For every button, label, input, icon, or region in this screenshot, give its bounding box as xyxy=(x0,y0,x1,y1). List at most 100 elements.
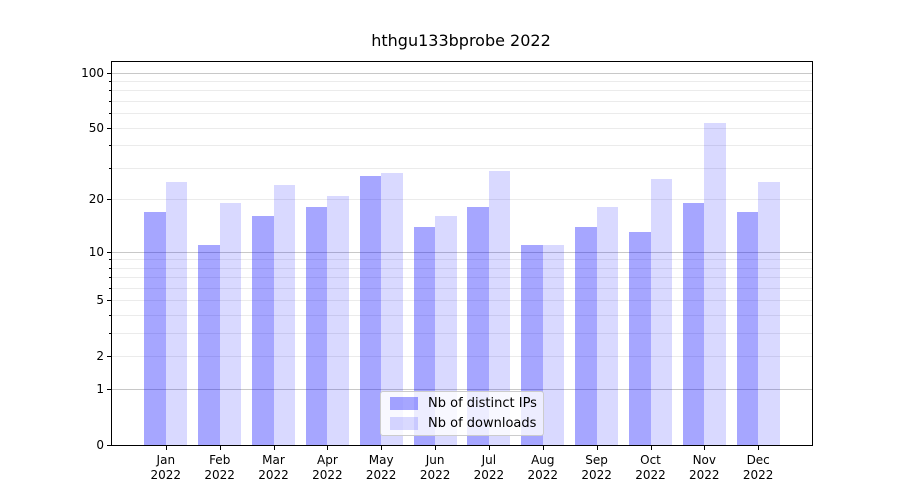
legend-swatch-downloads xyxy=(390,417,418,430)
bar-distinct-ips-jan xyxy=(144,211,166,445)
gridline-7 xyxy=(112,277,812,279)
gridline-3 xyxy=(112,333,812,335)
y-tick-label-10: 10 xyxy=(88,244,104,259)
gridline-6 xyxy=(112,288,812,289)
y-tick-label-2: 2 xyxy=(96,349,104,364)
bar-downloads-sep xyxy=(596,207,619,445)
y-tick-label-0: 0 xyxy=(96,438,104,452)
y-tick-label-20: 20 xyxy=(88,192,104,207)
bar-distinct-ips-may xyxy=(359,176,382,445)
y-tick-2 xyxy=(107,356,112,358)
legend-label-distinct-ips: Nb of distinct IPs xyxy=(428,396,537,411)
x-tick-nov xyxy=(704,446,706,450)
y-minor-tick-40 xyxy=(109,145,112,147)
y-tick-1 xyxy=(107,389,112,391)
x-tick-label-sep: Sep 2022 xyxy=(581,453,612,482)
x-tick-aug xyxy=(542,446,544,450)
x-tick-label-apr: Apr 2022 xyxy=(312,453,343,482)
gridline-30 xyxy=(112,167,812,169)
y-minor-tick-7 xyxy=(109,277,112,279)
y-tick-50 xyxy=(107,127,112,129)
bar-downloads-apr xyxy=(327,195,349,445)
gridline-60 xyxy=(112,113,812,115)
y-tick-5 xyxy=(107,300,112,302)
x-tick-label-jul: Jul 2022 xyxy=(473,453,505,482)
bar-distinct-ips-nov xyxy=(682,203,705,445)
legend-item-distinct-ips: Nb of distinct IPs xyxy=(381,394,543,413)
bar-distinct-ips-mar xyxy=(252,216,274,445)
bar-distinct-ips-feb xyxy=(198,244,220,445)
bar-distinct-ips-dec xyxy=(736,211,759,445)
bar-downloads-jul xyxy=(488,170,511,445)
legend-swatch-distinct-ips xyxy=(390,397,418,410)
y-tick-label-1: 1 xyxy=(96,382,104,397)
gridline-4 xyxy=(112,315,812,317)
bar-downloads-aug xyxy=(542,244,565,445)
x-tick-label-may: May 2022 xyxy=(365,453,397,482)
gridline-5 xyxy=(112,300,812,302)
y-tick-label-50: 50 xyxy=(88,120,104,135)
x-tick-feb xyxy=(219,446,221,450)
y-tick-label-5: 5 xyxy=(96,293,104,308)
bar-downloads-oct xyxy=(650,179,672,445)
gridline-80 xyxy=(112,90,812,92)
gridline-8 xyxy=(112,267,812,269)
x-tick-apr xyxy=(327,446,329,450)
bar-downloads-feb xyxy=(219,203,242,445)
y-minor-tick-70 xyxy=(109,101,112,102)
gridline-1 xyxy=(112,389,812,391)
x-tick-label-jan: Jan 2022 xyxy=(150,453,182,482)
x-tick-jul xyxy=(488,446,490,450)
y-tick-10 xyxy=(107,251,112,253)
y-minor-tick-3 xyxy=(109,333,112,335)
y-tick-label-100: 100 xyxy=(81,65,104,80)
x-tick-label-aug: Aug 2022 xyxy=(527,453,559,482)
y-minor-tick-8 xyxy=(109,267,112,269)
gridline-40 xyxy=(112,145,812,147)
gridline-2 xyxy=(112,356,812,358)
gridline-20 xyxy=(112,199,812,201)
gridline-9 xyxy=(112,259,812,261)
y-minor-tick-30 xyxy=(109,167,112,169)
gridline-100 xyxy=(112,72,812,74)
gridline-70 xyxy=(112,101,812,102)
legend-label-downloads: Nb of downloads xyxy=(428,416,537,431)
gridline-50 xyxy=(112,127,812,129)
y-minor-tick-9 xyxy=(109,259,112,261)
bar-distinct-ips-oct xyxy=(629,232,651,445)
x-tick-label-jun: Jun 2022 xyxy=(419,453,451,482)
y-minor-tick-80 xyxy=(109,90,112,92)
gridline-90 xyxy=(112,81,812,82)
x-tick-label-oct: Oct 2022 xyxy=(635,453,666,482)
legend-item-downloads: Nb of downloads xyxy=(381,414,543,433)
bar-downloads-jun xyxy=(435,216,457,445)
y-minor-tick-4 xyxy=(109,315,112,317)
bar-downloads-mar xyxy=(273,185,295,445)
x-tick-mar xyxy=(273,446,275,450)
bar-distinct-ips-jul xyxy=(467,207,489,445)
x-tick-may xyxy=(381,446,383,450)
bar-distinct-ips-jun xyxy=(413,226,436,445)
chart-title: hthgu133bprobe 2022 xyxy=(371,31,551,50)
legend: Nb of distinct IPs Nb of downloads xyxy=(380,391,544,436)
y-minor-tick-6 xyxy=(109,288,112,289)
bar-distinct-ips-sep xyxy=(575,226,597,445)
y-tick-100 xyxy=(107,72,112,74)
x-tick-oct xyxy=(650,446,652,450)
y-tick-0 xyxy=(107,445,112,446)
x-tick-jan xyxy=(165,446,167,450)
plot-area: 0 1 2 5 10 20 50 100 Jan 2022 Feb 2022 Mar 2022 Apr 202… xyxy=(81,61,813,482)
bar-downloads-dec xyxy=(758,182,780,445)
x-tick-label-mar: Mar 2022 xyxy=(258,453,289,482)
gridline-10 xyxy=(112,251,812,253)
bar-downloads-nov xyxy=(704,123,726,445)
x-tick-label-dec: Dec 2022 xyxy=(742,453,774,482)
x-tick-dec xyxy=(758,446,760,450)
x-tick-label-nov: Nov 2022 xyxy=(689,453,720,482)
bar-distinct-ips-apr xyxy=(305,207,328,445)
y-tick-20 xyxy=(107,199,112,201)
bar-downloads-may xyxy=(381,173,403,445)
y-minor-tick-60 xyxy=(109,113,112,115)
x-tick-label-feb: Feb 2022 xyxy=(204,453,235,482)
